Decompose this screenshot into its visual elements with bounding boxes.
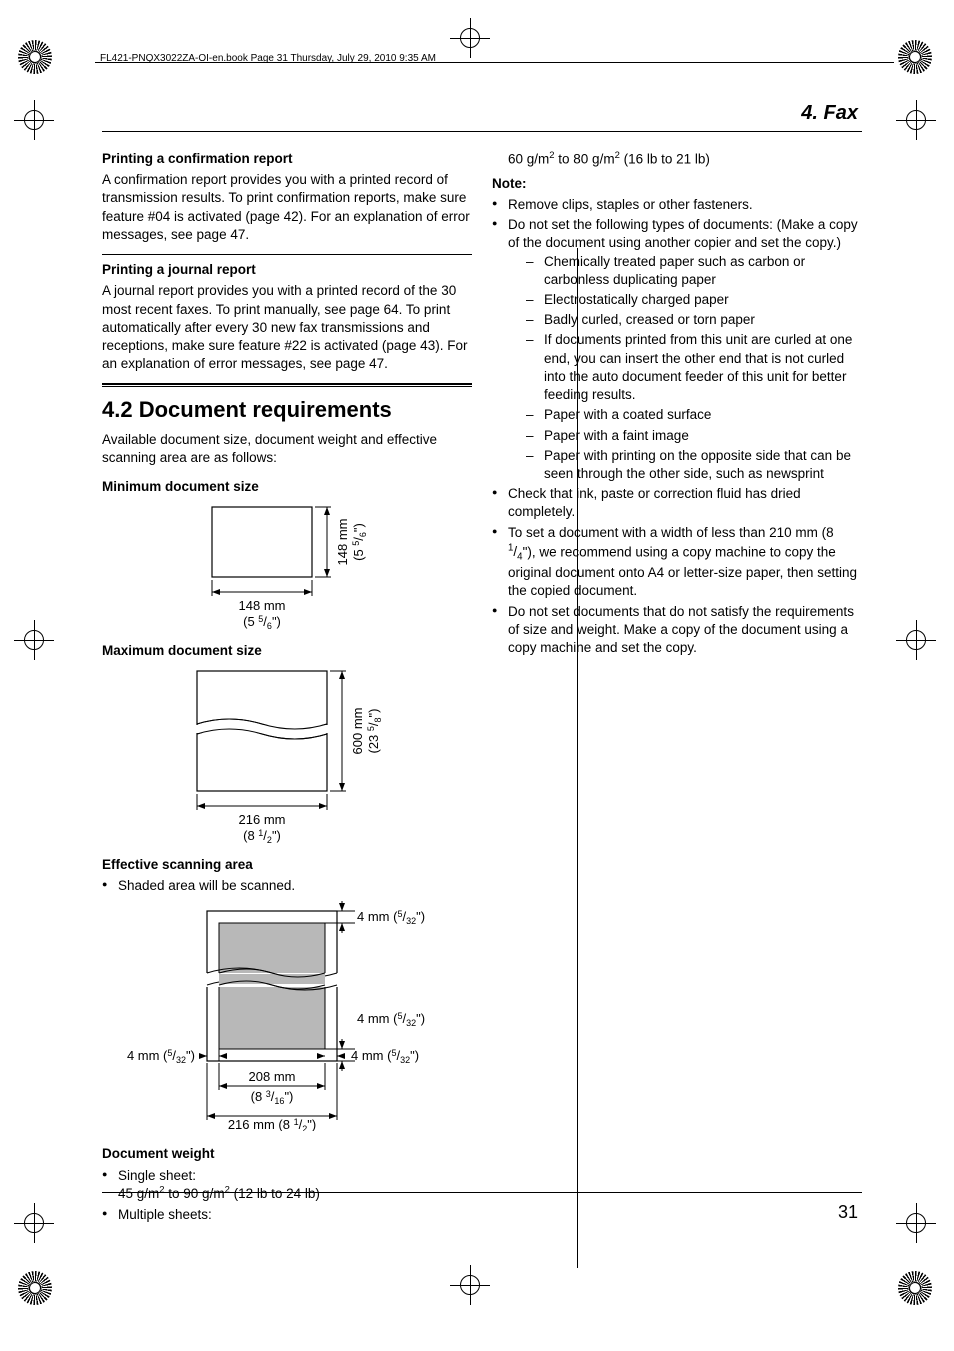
svg-text:(8 1/2"): (8 1/2") xyxy=(243,828,281,845)
chapter-title: 4. Fax xyxy=(102,100,862,127)
note-2: Do not set the following types of docume… xyxy=(492,216,862,483)
weight-single-val: 45 g/m2 to 90 g/m2 (12 lb to 24 lb) xyxy=(118,1186,320,1201)
sub-5: Paper with a coated surface xyxy=(526,406,862,424)
heading-eff-area: Effective scanning area xyxy=(102,856,472,874)
svg-text:208 mm: 208 mm xyxy=(249,1069,296,1084)
registration-mark xyxy=(14,1203,54,1243)
heading-doc-weight: Document weight xyxy=(102,1145,472,1163)
registration-mark xyxy=(14,620,54,660)
registration-mark xyxy=(450,1265,490,1305)
weight-single: Single sheet: 45 g/m2 to 90 g/m2 (12 lb … xyxy=(102,1167,472,1204)
crop-ornament xyxy=(898,1271,932,1305)
svg-text:(5 5/6"): (5 5/6") xyxy=(351,523,368,561)
sub-6: Paper with a faint image xyxy=(526,427,862,445)
sub-7: Paper with printing on the opposite side… xyxy=(526,447,862,483)
note-4: To set a document with a width of less t… xyxy=(492,524,862,601)
registration-mark xyxy=(450,18,490,58)
svg-text:216 mm: 216 mm xyxy=(239,812,286,827)
weight-single-label: Single sheet: xyxy=(118,1168,196,1183)
svg-text:(5 5/6"): (5 5/6") xyxy=(243,614,281,631)
weight-multi-val: 60 g/m2 to 80 g/m2 (16 lb to 21 lb) xyxy=(492,150,862,169)
running-header: FL421-PNQX3022ZA-OI-en.book Page 31 Thur… xyxy=(100,52,436,66)
svg-text:148 mm: 148 mm xyxy=(335,518,350,565)
svg-text:600 mm: 600 mm xyxy=(350,707,365,754)
svg-text:(23 5/8"): (23 5/8") xyxy=(366,708,383,753)
eff-note-list: Shaded area will be scanned. xyxy=(102,877,472,895)
svg-text:148 mm: 148 mm xyxy=(239,598,286,613)
registration-mark xyxy=(896,100,936,140)
svg-text:4 mm (5/32"): 4 mm (5/32") xyxy=(351,1048,419,1065)
diagram-eff-area: 4 mm (5/32") 4 mm (5/32") 4 mm (5/32") 4… xyxy=(107,901,467,1131)
svg-text:4 mm (5/32"): 4 mm (5/32") xyxy=(127,1048,195,1065)
heading-min-size: Minimum document size xyxy=(102,478,472,496)
para-doc-req-intro: Available document size, document weight… xyxy=(102,431,472,467)
para-journal: A journal report provides you with a pri… xyxy=(102,282,472,373)
registration-mark xyxy=(896,1203,936,1243)
svg-text:4 mm (5/32"): 4 mm (5/32") xyxy=(357,1011,425,1028)
section-rule xyxy=(102,383,472,387)
note-5: Do not set documents that do not satisfy… xyxy=(492,603,862,658)
left-column: Printing a confirmation report A confirm… xyxy=(102,150,472,1226)
note-1: Remove clips, staples or other fasteners… xyxy=(492,196,862,214)
right-column: 60 g/m2 to 80 g/m2 (16 lb to 21 lb) Note… xyxy=(492,150,862,1226)
note-3: Check that ink, paste or correction flui… xyxy=(492,485,862,521)
sub-1: Chemically treated paper such as carbon … xyxy=(526,253,862,289)
note-list: Remove clips, staples or other fasteners… xyxy=(492,196,862,657)
title-rule xyxy=(102,131,862,132)
weight-multi: Multiple sheets: xyxy=(102,1206,472,1224)
footer-rule xyxy=(102,1192,862,1193)
page-body: 4. Fax Printing a confirmation report A … xyxy=(102,100,862,1226)
sub-3: Badly curled, creased or torn paper xyxy=(526,311,862,329)
crop-ornament xyxy=(898,40,932,74)
sub-4: If documents printed from this unit are … xyxy=(526,331,862,404)
heading-max-size: Maximum document size xyxy=(102,642,472,660)
note-label: Note: xyxy=(492,175,862,193)
rule: Printing a journal report A journal repo… xyxy=(102,254,472,373)
svg-text:4 mm (5/32"): 4 mm (5/32") xyxy=(357,909,425,926)
note-2-text: Do not set the following types of docume… xyxy=(508,217,858,250)
note-2-sublist: Chemically treated paper such as carbon … xyxy=(526,253,862,484)
heading-confirmation: Printing a confirmation report xyxy=(102,150,472,168)
min-w-mm: 148 mm xyxy=(239,598,286,613)
diagram-max-size: 216 mm (8 1/2") 600 mm (23 5/8") xyxy=(157,666,417,846)
eff-note: Shaded area will be scanned. xyxy=(102,877,472,895)
registration-mark xyxy=(14,100,54,140)
weight-list: Single sheet: 45 g/m2 to 90 g/m2 (12 lb … xyxy=(102,1167,472,1224)
crop-ornament xyxy=(18,1271,52,1305)
svg-text:(8 3/16"): (8 3/16") xyxy=(251,1089,294,1106)
diagram-min-size: 148 mm (5 5/6") 148 mm (5 5/6") xyxy=(172,502,402,632)
sub-2: Electrostatically charged paper xyxy=(526,291,862,309)
para-confirmation: A confirmation report provides you with … xyxy=(102,171,472,244)
page-number: 31 xyxy=(838,1200,858,1230)
heading-journal: Printing a journal report xyxy=(102,261,472,279)
crop-ornament xyxy=(18,40,52,74)
registration-mark xyxy=(896,620,936,660)
heading-doc-req: 4.2 Document requirements xyxy=(102,395,472,425)
svg-text:216 mm (8 1/2"): 216 mm (8 1/2") xyxy=(228,1117,316,1131)
